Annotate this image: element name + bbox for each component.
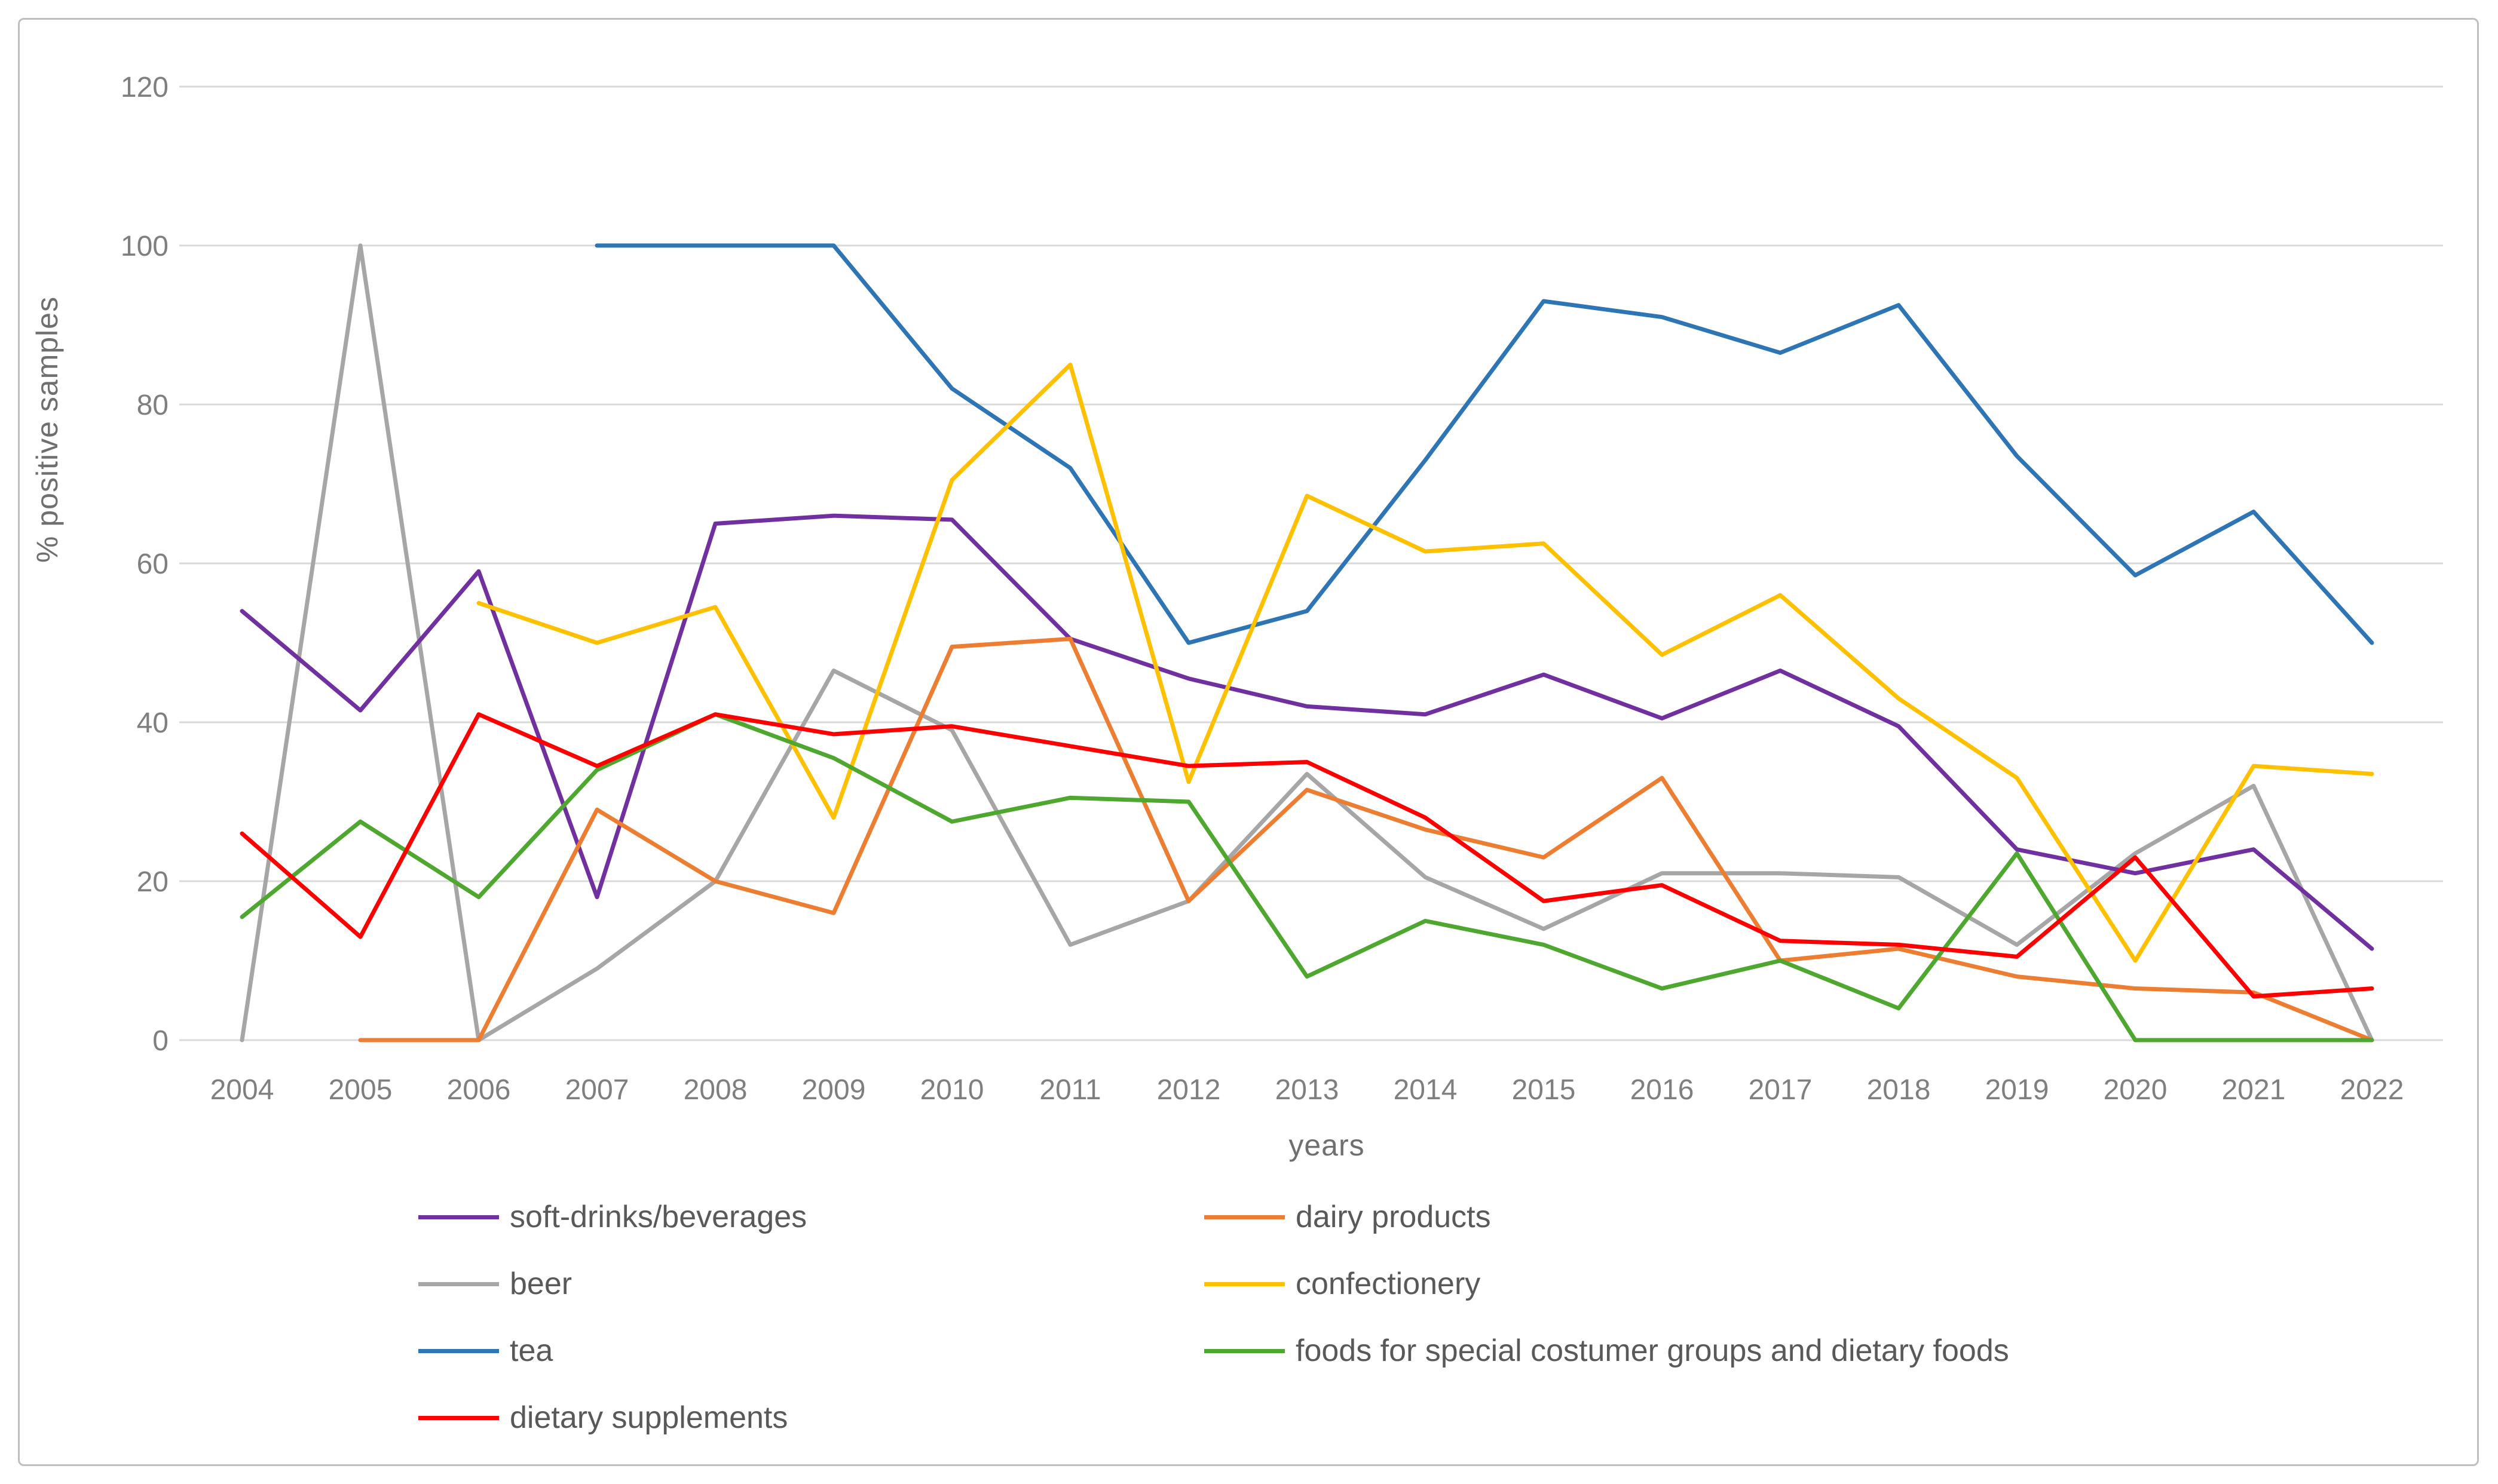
series-line-tea <box>595 243 2374 645</box>
legend-item: tea <box>418 1333 553 1369</box>
x-tick-label: 2007 <box>565 1074 629 1106</box>
legend-swatch-icon <box>418 1281 499 1286</box>
legend-item: dietary supplements <box>418 1400 788 1436</box>
legend-swatch-icon <box>418 1348 499 1353</box>
y-tick-label: 80 <box>137 390 169 421</box>
y-tick-label: 20 <box>137 866 169 898</box>
y-axis-title: % positive samples <box>30 296 64 563</box>
legend-item-label: soft-drinks/beverages <box>510 1200 807 1234</box>
y-tick-label: 0 <box>152 1025 169 1057</box>
x-tick-label: 2018 <box>1867 1074 1931 1106</box>
x-tick-label: 2012 <box>1157 1074 1221 1106</box>
x-tick-label: 2016 <box>1630 1074 1694 1106</box>
x-tick-label: 2020 <box>2104 1074 2168 1106</box>
x-tick-label: 2015 <box>1512 1074 1576 1106</box>
y-tick-label: 60 <box>137 548 169 580</box>
legend-item-label: beer <box>510 1267 573 1301</box>
chart-border <box>18 18 2479 1466</box>
x-tick-label: 2013 <box>1275 1074 1339 1106</box>
x-tick-label: 2006 <box>447 1074 511 1106</box>
series-line-soft-drinks-beverages <box>240 513 2374 951</box>
x-tick-label: 2011 <box>1039 1074 1101 1106</box>
legend-swatch-icon <box>1204 1281 1285 1286</box>
series-line-dairy-products <box>358 636 2374 1043</box>
legend-item: soft-drinks/beverages <box>418 1199 807 1235</box>
x-tick-label: 2017 <box>1749 1074 1813 1106</box>
series-line-foods-for-special-costumer-groups-and-dietary-foods <box>240 712 2374 1043</box>
x-tick-label: 2021 <box>2222 1074 2286 1106</box>
series-line-dietary-supplements <box>240 712 2374 999</box>
x-tick-label: 2008 <box>684 1074 748 1106</box>
legend-item-label: confectionery <box>1296 1267 1481 1301</box>
x-tick-label: 2005 <box>329 1074 393 1106</box>
legend-swatch-icon <box>418 1415 499 1420</box>
x-tick-label: 2009 <box>802 1074 866 1106</box>
x-tick-label: 2019 <box>1985 1074 2049 1106</box>
y-tick-label: 120 <box>121 72 169 103</box>
y-tick-label: 40 <box>137 707 169 739</box>
legend-item: dairy products <box>1204 1199 1491 1235</box>
x-tick-label: 2004 <box>210 1074 274 1106</box>
series-line-beer <box>240 243 2374 1043</box>
legend-swatch-icon <box>418 1215 499 1219</box>
legend-item: beer <box>418 1266 572 1302</box>
legend-item-label: dietary supplements <box>510 1400 788 1435</box>
series-line-confectionery <box>476 363 2374 963</box>
legend-item-label: tea <box>510 1333 553 1368</box>
x-tick-label: 2010 <box>920 1074 984 1106</box>
legend-item: confectionery <box>1204 1266 1480 1302</box>
legend-item-label: dairy products <box>1296 1200 1491 1234</box>
legend-swatch-icon <box>1204 1348 1285 1353</box>
x-axis-title: years <box>1288 1129 1365 1162</box>
legend-item: foods for special costumer groups and di… <box>1204 1333 2009 1369</box>
x-tick-label: 2022 <box>2340 1074 2404 1106</box>
y-tick-label: 100 <box>121 231 169 262</box>
legend-item-label: foods for special costumer groups and di… <box>1296 1333 2009 1368</box>
x-tick-label: 2014 <box>1394 1074 1458 1106</box>
legend-swatch-icon <box>1204 1215 1285 1219</box>
